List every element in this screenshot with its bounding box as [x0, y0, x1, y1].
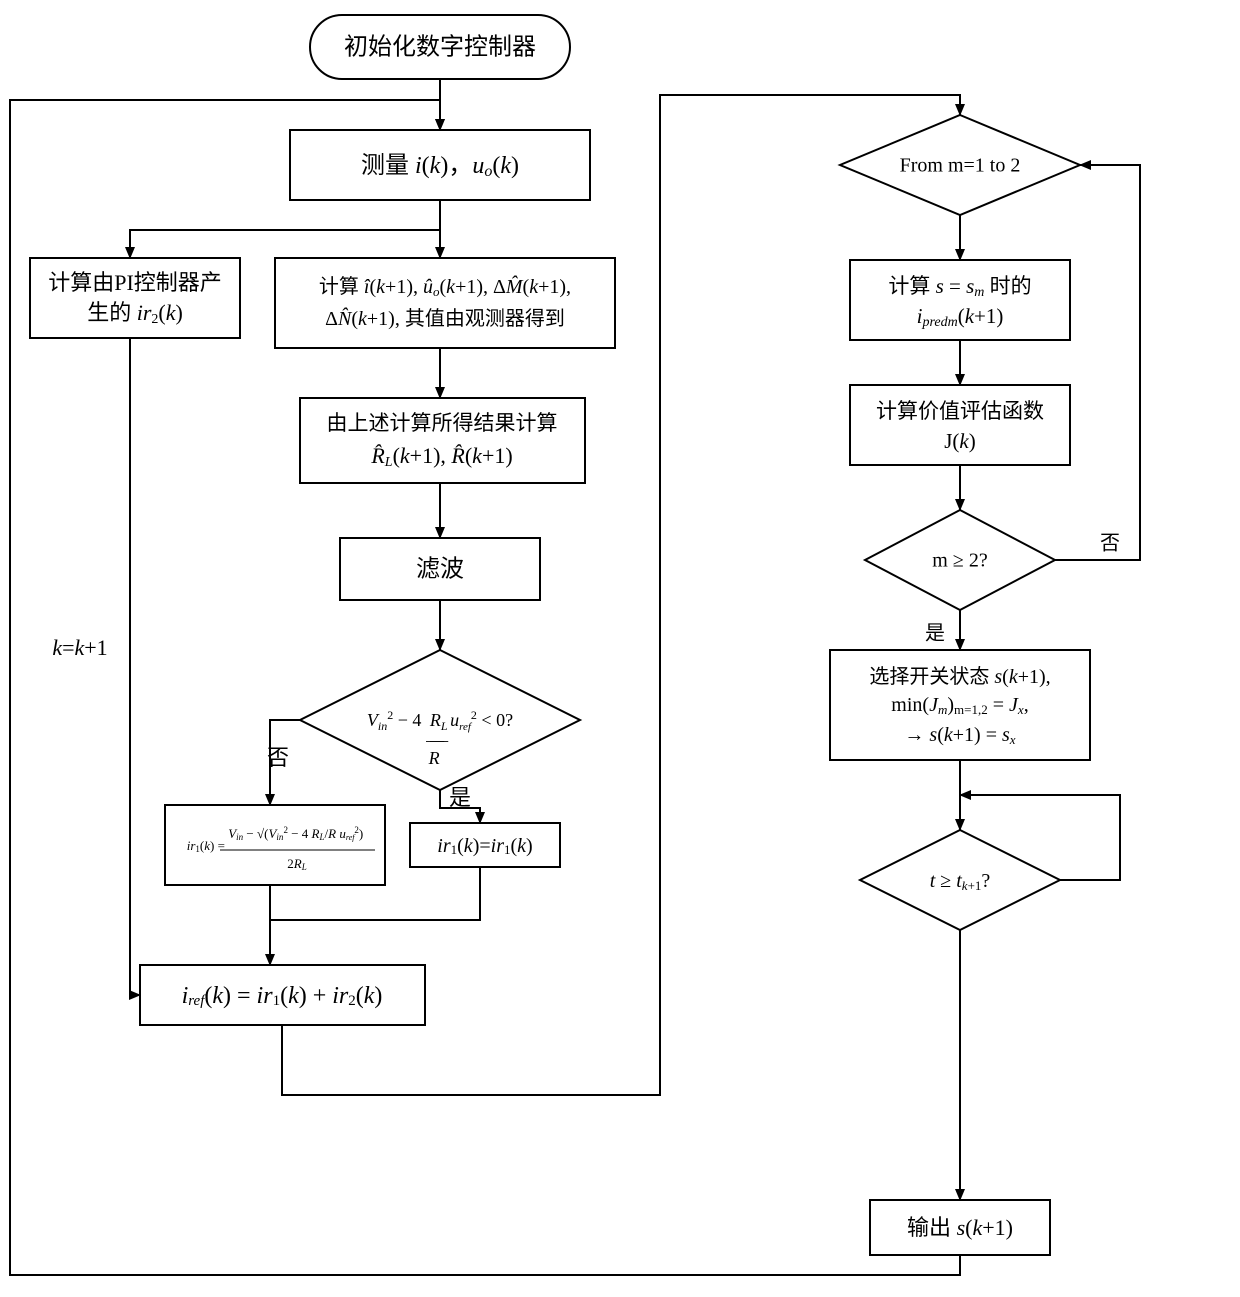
node-observer — [275, 258, 615, 348]
label-observer-1: 计算 î(k+1), ûo(k+1), ΔM̂(k+1), — [319, 274, 571, 299]
label-rcalc-1: 由上述计算所得结果计算 — [327, 411, 558, 435]
edge — [1055, 165, 1140, 560]
label-measure: 测量 i(k)，uo(k) — [361, 152, 519, 180]
label-jk-2: J(k) — [944, 429, 976, 453]
label-rcalc-2: R̂L(k+1), R̂(k+1) — [370, 443, 512, 470]
label-pi-2: 生的 ir2(k) — [87, 300, 183, 327]
label-mCond-no: 否 — [1100, 533, 1120, 555]
edge — [130, 338, 140, 995]
label-jk-1: 计算价值评估函数 — [876, 399, 1044, 423]
label-k-incr: k=k+1 — [52, 635, 107, 660]
label-observer-2: ΔN̂(k+1), 其值由观测器得到 — [325, 306, 565, 329]
edge — [130, 230, 440, 258]
label-select-3: → s(k+1) = sx — [904, 724, 1015, 747]
label-start: 初始化数字控制器 — [344, 34, 536, 61]
flowchart-canvas: 初始化数字控制器 测量 i(k)，uo(k) 计算由PI控制器产 生的 ir2(… — [0, 0, 1240, 1297]
label-tCond: t ≥ tk+1? — [930, 870, 991, 893]
label-pi-1: 计算由PI控制器产 — [48, 270, 222, 295]
label-cond1-no: 否 — [267, 745, 289, 770]
label-filter: 滤波 — [416, 556, 464, 583]
label-cond1-yes: 是 — [449, 785, 471, 810]
label-select-1: 选择开关状态 s(k+1), — [869, 665, 1050, 688]
node-jk — [850, 385, 1070, 465]
label-mCond: m ≥ 2? — [932, 550, 988, 572]
node-ipred — [850, 260, 1070, 340]
label-mCond-yes: 是 — [925, 623, 945, 645]
label-output: 输出 s(k+1) — [907, 1215, 1013, 1240]
label-loopM: From m=1 to 2 — [900, 155, 1021, 177]
label-ipred-1: 计算 s = sm 时的 — [888, 274, 1031, 300]
